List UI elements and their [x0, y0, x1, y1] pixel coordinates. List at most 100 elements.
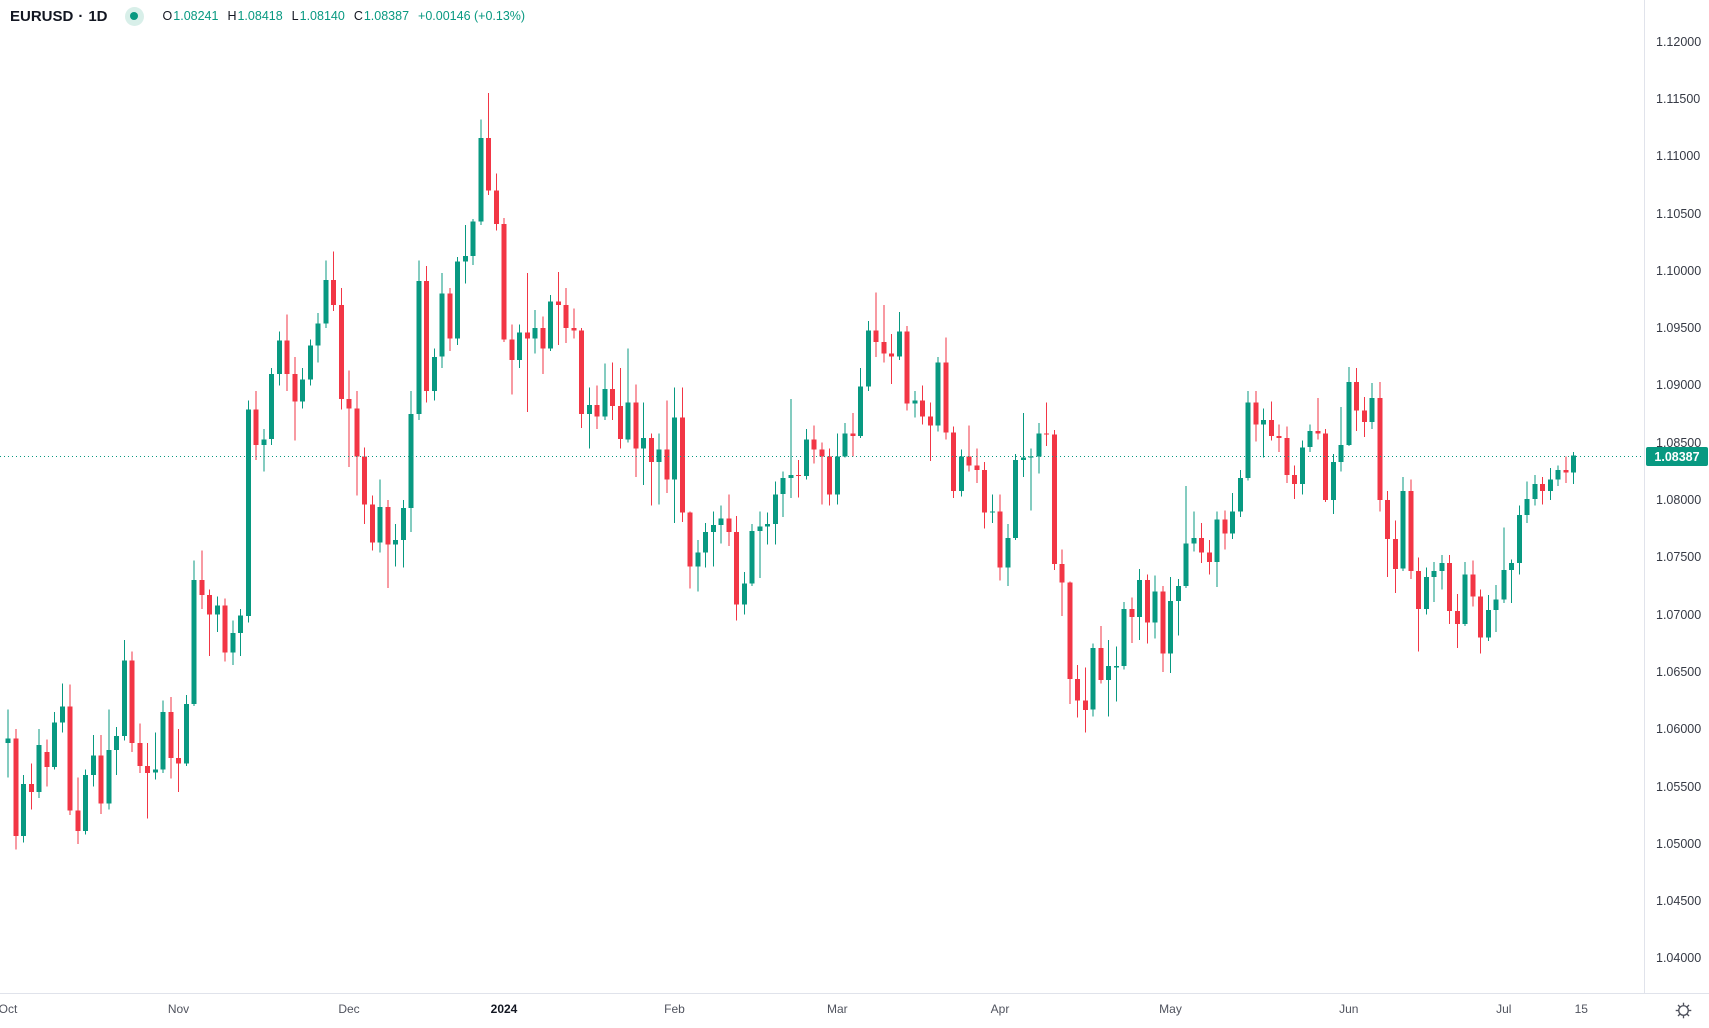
- candle: [656, 433, 662, 505]
- candle: [928, 402, 933, 461]
- candle: [5, 709, 11, 778]
- candle: [1160, 586, 1166, 672]
- candle: [67, 684, 73, 816]
- symbol-legend: EURUSD · 1D O1.08241 H1.08418 L1.08140 C…: [10, 5, 525, 27]
- time-tick-label: Apr: [990, 1002, 1010, 1016]
- candle: [959, 449, 964, 497]
- candle: [1486, 595, 1491, 641]
- candle: [951, 426, 956, 498]
- candle: [1493, 584, 1499, 632]
- candle: [664, 400, 670, 494]
- candle: [470, 219, 476, 265]
- candle: [199, 550, 205, 609]
- candle: [1300, 440, 1305, 495]
- candle: [532, 309, 538, 354]
- candle: [1369, 383, 1375, 429]
- candle: [540, 316, 546, 374]
- candle: [13, 729, 19, 850]
- time-scale[interactable]: Oct Nov Dec 2024 Feb Mar Apr May Jun Jul 15: [0, 993, 1644, 1028]
- price-tick-label: 1.04500: [1656, 894, 1702, 909]
- candle: [176, 729, 181, 793]
- candle: [1207, 540, 1212, 575]
- candle: [230, 620, 236, 665]
- candle: [1431, 561, 1437, 602]
- candle: [246, 400, 251, 623]
- candle: [1067, 581, 1073, 704]
- candle: [866, 321, 871, 392]
- candle: [912, 391, 918, 418]
- candle: [1106, 639, 1111, 717]
- candle: [137, 723, 143, 773]
- candle: [1307, 424, 1313, 452]
- candle: [207, 589, 212, 656]
- candle: [1137, 568, 1142, 640]
- candle: [300, 368, 305, 409]
- candle: [1478, 589, 1483, 654]
- candle: [408, 391, 414, 533]
- candle: [416, 260, 422, 420]
- candle: [1400, 477, 1406, 572]
- market-status-icon[interactable]: [124, 6, 144, 26]
- candle: [1183, 486, 1189, 589]
- candle: [1059, 549, 1065, 616]
- price-tick-label: 1.10000: [1656, 263, 1702, 278]
- price-scale[interactable]: 1.08387 1.12000 1.11500 1.11000 1.10500 1.10…: [1644, 0, 1709, 1027]
- candle: [1517, 505, 1522, 575]
- candle: [153, 732, 158, 780]
- candle: [881, 305, 887, 363]
- candle: [1021, 412, 1026, 478]
- candle: [501, 218, 507, 342]
- candle: [703, 522, 708, 568]
- candle: [292, 356, 298, 441]
- candle: [1292, 465, 1297, 499]
- candle: [98, 734, 104, 814]
- candle: [920, 385, 925, 425]
- candle: [1408, 479, 1414, 580]
- close-label: C: [353, 9, 363, 23]
- time-tick-label: Mar: [826, 1002, 848, 1016]
- candle: [486, 93, 491, 196]
- time-tick-label: 2024: [490, 1002, 518, 1016]
- candle: [1005, 524, 1011, 586]
- axis-settings-button[interactable]: [1644, 993, 1709, 1027]
- candle: [346, 370, 352, 467]
- candle: [1261, 408, 1266, 458]
- time-tick-label: Feb: [664, 1002, 685, 1016]
- candle: [757, 511, 763, 578]
- candle: [1354, 368, 1359, 432]
- candle: [1253, 391, 1259, 442]
- candle: [377, 479, 383, 553]
- candle: [695, 540, 701, 592]
- candle: [331, 251, 336, 311]
- price-tick-label: 1.11500: [1656, 91, 1701, 106]
- ohlc-high: H1.08418: [227, 9, 282, 23]
- candle: [889, 333, 894, 385]
- candle: [1555, 465, 1561, 487]
- separator-dot: ·: [78, 7, 84, 25]
- candle: [370, 495, 375, 551]
- candle: [1424, 567, 1429, 615]
- candle: [610, 362, 615, 420]
- candle: [850, 412, 856, 457]
- candle: [1214, 511, 1220, 588]
- candle: [36, 729, 42, 798]
- candle: [1013, 454, 1018, 541]
- time-tick-label: Oct: [0, 1002, 18, 1016]
- candle: [160, 700, 166, 773]
- candle: [1199, 522, 1204, 563]
- candle: [1284, 426, 1290, 483]
- candle: [1439, 555, 1445, 590]
- candle: [1238, 470, 1243, 518]
- candle: [1548, 467, 1553, 500]
- candle: [1222, 510, 1228, 550]
- candle: [517, 324, 522, 369]
- candle: [1269, 401, 1274, 441]
- candle: [1323, 428, 1328, 503]
- symbol-title-button[interactable]: EURUSD · 1D: [10, 8, 108, 25]
- ohlc-open: O1.08241: [163, 9, 219, 23]
- candle: [1230, 493, 1235, 539]
- low-label: L: [291, 9, 299, 23]
- open-label: O: [162, 9, 173, 23]
- candle: [44, 739, 50, 787]
